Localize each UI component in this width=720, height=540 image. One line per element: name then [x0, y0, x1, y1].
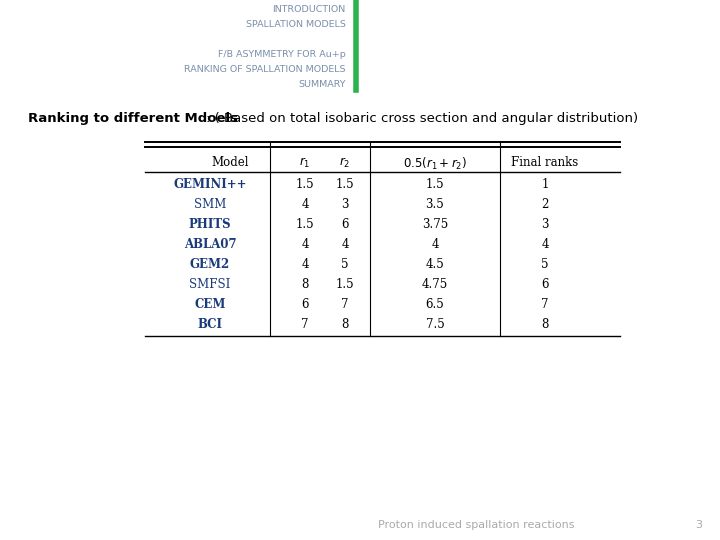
Text: GEMINI++: GEMINI++ — [174, 179, 247, 192]
Text: SMFSI: SMFSI — [189, 279, 230, 292]
Text: 4: 4 — [541, 239, 549, 252]
Text: 6.5: 6.5 — [426, 299, 444, 312]
Text: 3.5: 3.5 — [426, 199, 444, 212]
Text: $r_2$: $r_2$ — [339, 156, 351, 170]
Text: $r_1$: $r_1$ — [300, 156, 310, 170]
Text: 6: 6 — [341, 219, 348, 232]
Text: 3: 3 — [541, 219, 549, 232]
Text: 4: 4 — [301, 199, 309, 212]
Text: CEM: CEM — [194, 299, 225, 312]
Text: 4: 4 — [301, 259, 309, 272]
Text: Sushil K. Sharma: Sushil K. Sharma — [270, 520, 364, 530]
Text: Model: Model — [211, 156, 248, 169]
Text: 2: 2 — [541, 199, 549, 212]
Text: 8: 8 — [541, 319, 549, 332]
Text: 1.5: 1.5 — [336, 279, 354, 292]
Text: 4: 4 — [341, 239, 348, 252]
Text: 7: 7 — [541, 299, 549, 312]
Text: 3.75: 3.75 — [422, 219, 448, 232]
Text: 8: 8 — [301, 279, 309, 292]
Text: GEM2: GEM2 — [190, 259, 230, 272]
Text: SPALLATION MODELS: SPALLATION MODELS — [246, 20, 346, 29]
Text: RANKING OF SPALLATION MODELS: RANKING OF SPALLATION MODELS — [184, 65, 346, 74]
Text: BCI: BCI — [197, 319, 222, 332]
Text: $0.5(r_1+r_2)$: $0.5(r_1+r_2)$ — [403, 156, 467, 172]
Text: 6: 6 — [301, 299, 309, 312]
Text: 3: 3 — [695, 520, 702, 530]
Text: ABLA07: ABLA07 — [184, 239, 236, 252]
Text: Ranking of models: Ranking of models — [400, 35, 618, 55]
Text: Proton induced spallation reactions: Proton induced spallation reactions — [378, 520, 575, 530]
Text: 1.5: 1.5 — [426, 179, 444, 192]
Text: 5: 5 — [341, 259, 348, 272]
Text: 1: 1 — [541, 179, 549, 192]
Text: 1.5: 1.5 — [296, 179, 315, 192]
Text: PHITS: PHITS — [189, 219, 231, 232]
Text: 7: 7 — [301, 319, 309, 332]
Text: 4.75: 4.75 — [422, 279, 448, 292]
Text: : ( Based on total isobaric cross section and angular distribution): : ( Based on total isobaric cross sectio… — [206, 112, 638, 125]
Text: 1.5: 1.5 — [336, 179, 354, 192]
Text: F/B ASYMMETRY FOR Au+p: F/B ASYMMETRY FOR Au+p — [218, 50, 346, 59]
Text: 4: 4 — [301, 239, 309, 252]
Text: 7.5: 7.5 — [426, 319, 444, 332]
Text: 7: 7 — [341, 299, 348, 312]
Text: 5: 5 — [541, 259, 549, 272]
Text: SUMMARY: SUMMARY — [298, 80, 346, 89]
Text: 1.5: 1.5 — [296, 219, 315, 232]
Text: Final ranks: Final ranks — [511, 156, 579, 169]
Text: 4: 4 — [431, 239, 438, 252]
Text: SMM: SMM — [194, 199, 226, 212]
Text: TOTAL CROSS SECTIONS FOR Al+p: TOTAL CROSS SECTIONS FOR Al+p — [163, 35, 346, 44]
Text: INTRODUCTION: INTRODUCTION — [272, 5, 346, 14]
Text: Ranking to different Mdoels: Ranking to different Mdoels — [28, 112, 238, 125]
Text: 24/09/2014: 24/09/2014 — [11, 520, 75, 530]
Text: 4.5: 4.5 — [426, 259, 444, 272]
Text: 6: 6 — [541, 279, 549, 292]
Text: 8: 8 — [341, 319, 348, 332]
Text: 3: 3 — [341, 199, 348, 212]
